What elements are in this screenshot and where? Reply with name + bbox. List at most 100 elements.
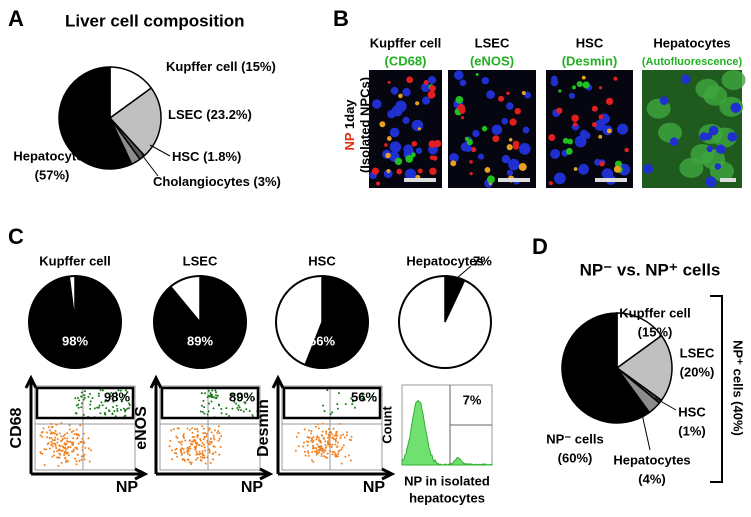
event <box>61 449 64 452</box>
slice-value-label: (3%) <box>253 174 280 189</box>
event <box>344 455 347 458</box>
axis-arrow <box>149 374 274 481</box>
event <box>315 438 318 441</box>
event <box>50 431 53 434</box>
event <box>68 424 71 427</box>
event <box>206 439 209 442</box>
signal <box>582 81 590 89</box>
event <box>113 410 116 413</box>
event <box>331 453 334 456</box>
event <box>220 412 223 415</box>
event <box>205 433 208 436</box>
event <box>99 389 102 392</box>
event <box>339 437 342 440</box>
axis-label: eNOS <box>133 406 150 450</box>
event <box>220 435 223 438</box>
pie-slice <box>58 66 133 170</box>
event <box>325 432 328 435</box>
panel-title: NP⁻ vs. NP⁺ cells <box>580 260 721 279</box>
slice-category: HSC <box>172 149 200 164</box>
event <box>327 436 330 439</box>
signal <box>484 167 491 173</box>
event <box>83 453 86 456</box>
event <box>55 423 58 426</box>
event <box>51 442 54 445</box>
histogram <box>401 399 493 466</box>
event <box>187 448 190 451</box>
event <box>237 397 240 400</box>
event <box>54 444 57 447</box>
nucleus <box>421 96 431 105</box>
event <box>208 440 211 443</box>
event <box>77 442 80 445</box>
event <box>328 445 331 448</box>
event <box>125 389 128 392</box>
event <box>203 454 206 457</box>
event <box>242 410 245 413</box>
event <box>179 441 182 444</box>
event <box>191 440 194 443</box>
event <box>112 406 115 409</box>
event <box>60 461 63 464</box>
event <box>81 402 84 405</box>
nucleus <box>427 75 437 85</box>
event <box>127 407 130 410</box>
event <box>218 437 221 440</box>
axis-arrow <box>24 374 149 481</box>
event <box>83 458 86 461</box>
event <box>61 445 64 448</box>
event <box>320 434 323 437</box>
axis-label: NP <box>116 479 139 496</box>
event <box>318 446 321 449</box>
signal <box>415 101 420 106</box>
pie-slice <box>616 312 663 370</box>
event <box>243 401 246 404</box>
signal <box>385 152 391 159</box>
event <box>54 436 57 439</box>
event <box>212 445 215 448</box>
signal <box>518 162 527 171</box>
event <box>196 434 199 437</box>
slice-value-label: (15%) <box>638 324 673 339</box>
nucleus <box>579 129 589 139</box>
event <box>245 393 248 396</box>
event <box>311 451 314 454</box>
event <box>331 411 334 414</box>
event <box>122 407 125 410</box>
event <box>114 415 117 418</box>
gate <box>35 386 135 420</box>
event <box>302 445 305 448</box>
event <box>323 410 326 413</box>
slice-label: Cholangiocytes (3%) <box>153 174 281 189</box>
signal <box>599 161 605 167</box>
event <box>361 393 364 396</box>
event <box>93 407 96 410</box>
slice-label: LSEC <box>680 345 715 360</box>
event <box>88 460 91 463</box>
event <box>115 397 118 400</box>
cell <box>703 85 728 106</box>
signal <box>432 155 438 161</box>
event <box>55 433 58 436</box>
signal <box>624 147 629 153</box>
signal <box>487 175 495 184</box>
nucleus <box>395 100 407 113</box>
nucleus <box>706 145 713 153</box>
event <box>180 451 183 454</box>
event <box>64 460 67 463</box>
event <box>209 395 212 398</box>
signal <box>429 167 437 176</box>
event <box>40 431 43 434</box>
signal <box>411 140 418 147</box>
event <box>99 412 102 415</box>
event <box>324 446 327 449</box>
event <box>331 437 334 440</box>
cell <box>658 122 683 143</box>
event <box>53 454 56 457</box>
event <box>239 392 242 395</box>
event <box>307 454 310 457</box>
event <box>63 433 66 436</box>
nucleus <box>568 92 575 99</box>
slice-label: LSEC (23.2%) <box>168 107 252 122</box>
event <box>53 439 56 442</box>
